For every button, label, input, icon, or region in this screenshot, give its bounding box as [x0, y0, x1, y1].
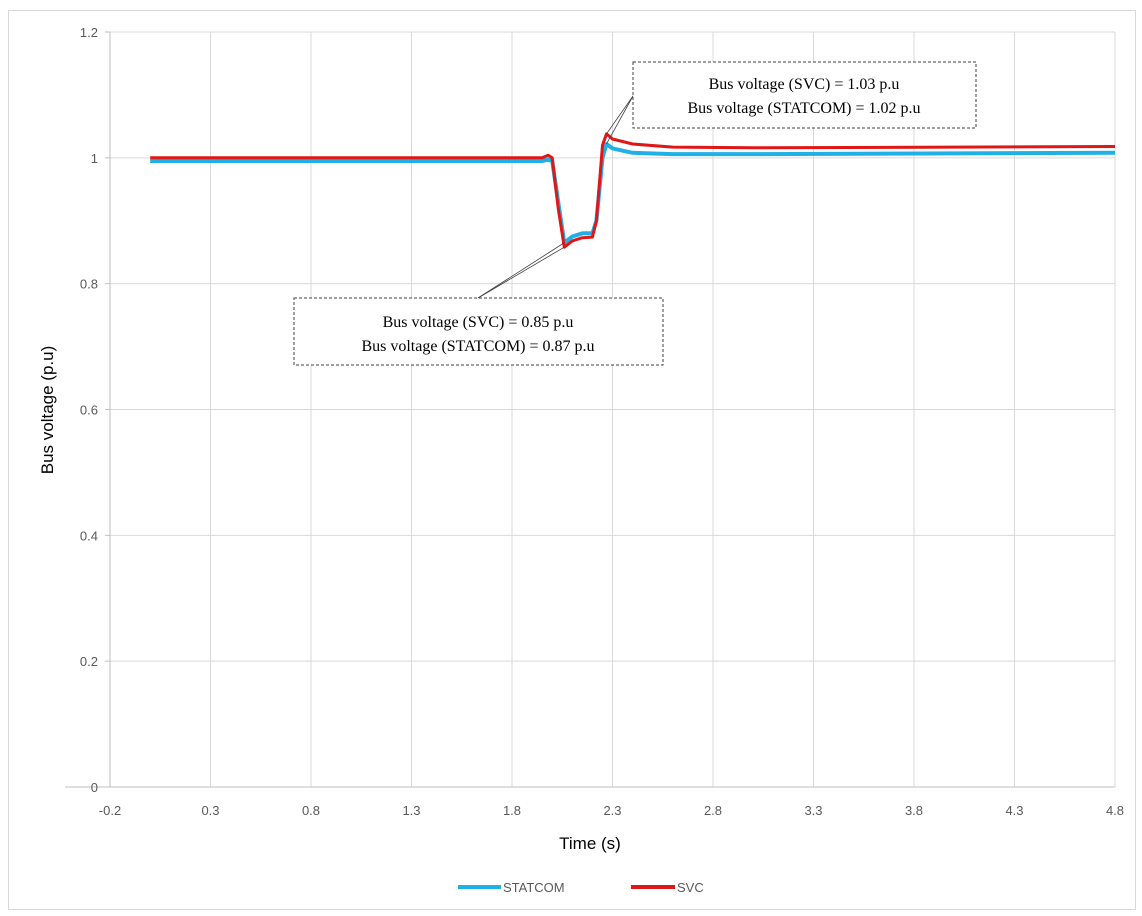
annotation-leaders — [477, 95, 634, 299]
series-lines — [150, 132, 1116, 249]
series-line-svc — [150, 132, 1116, 249]
annotation-leader-line — [606, 95, 634, 145]
annotation-1-line-2: Bus voltage (STATCOM) = 1.02 p.u — [687, 100, 920, 117]
legend-label-statcom: STATCOM — [503, 880, 565, 895]
annotation-1-line-1: Bus voltage (SVC) = 1.03 p.u — [709, 76, 900, 93]
y-tick-label: 0.8 — [80, 277, 98, 292]
annotation-2-line-1: Bus voltage (SVC) = 0.85 p.u — [383, 314, 574, 331]
x-tick-labels: -0.2 0.3 0.8 1.3 1.8 2.3 2.8 3.3 3.8 4.3 4.8 — [99, 803, 1124, 818]
x-tick-label: 2.3 — [603, 803, 621, 818]
x-tick-label: -0.2 — [99, 803, 121, 818]
y-tick-label: 0.4 — [80, 528, 98, 543]
annotation-box-1 — [632, 61, 977, 129]
x-tick-label: 1.8 — [503, 803, 521, 818]
annotation-leader-line — [477, 242, 565, 299]
y-axis-title: Bus voltage (p.u) — [38, 346, 57, 475]
x-tick-label: 1.3 — [402, 803, 420, 818]
x-tick-label: 0.8 — [302, 803, 320, 818]
annotation-2-line-2: Bus voltage (STATCOM) = 0.87 p.u — [361, 338, 594, 355]
y-tick-label: 0 — [91, 780, 98, 795]
y-tick-label: 0.2 — [80, 654, 98, 669]
x-tick-label: 0.3 — [201, 803, 219, 818]
y-tick-labels: 0 0.2 0.4 0.6 0.8 1 1.2 — [80, 25, 98, 795]
gridlines — [65, 31, 1116, 788]
y-tick-label: 1 — [91, 151, 98, 166]
annotation-box-2 — [293, 297, 664, 366]
annotation-leader-line — [477, 246, 565, 299]
x-tick-label: 4.3 — [1005, 803, 1023, 818]
x-tick-label: 2.8 — [704, 803, 722, 818]
x-tick-label: 3.8 — [905, 803, 923, 818]
x-axis-title: Time (s) — [559, 834, 621, 853]
legend-label-svc: SVC — [677, 880, 704, 895]
y-tick-label: 1.2 — [80, 25, 98, 40]
x-tick-label: 4.8 — [1106, 803, 1124, 818]
x-tick-label: 3.3 — [804, 803, 822, 818]
legend: STATCOM SVC — [458, 880, 704, 895]
y-tick-label: 0.6 — [80, 403, 98, 418]
annotation-leader-line — [606, 95, 634, 135]
